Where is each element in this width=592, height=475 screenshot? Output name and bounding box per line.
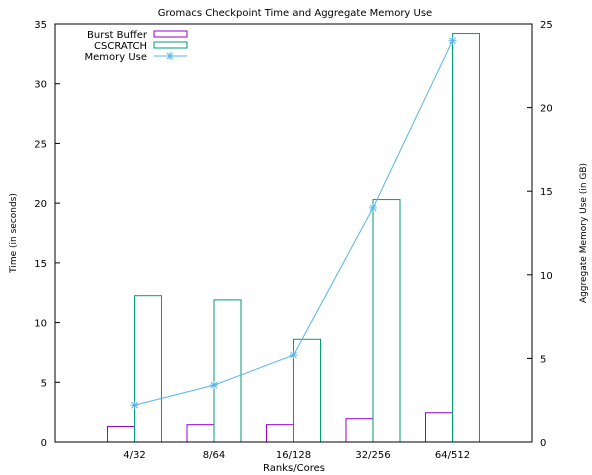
marker-stroke [290,351,297,359]
x-tick-label: 32/256 [355,450,390,461]
memory-use-point [369,203,377,212]
y-tick-label: 10 [34,319,47,330]
cscratch-bar [372,199,401,443]
marker-stroke [166,52,174,60]
y2-tick-label: 10 [540,271,553,282]
bars-group [107,33,480,443]
memory-use-point [289,351,298,360]
burst-buffer-bar [345,418,374,443]
burst-buffer-bar [425,412,453,443]
burst-buffer-bar [266,424,294,443]
x-tick-label: 4/32 [123,450,145,461]
memory-use-point [448,36,457,45]
marker-stroke [369,204,377,212]
y-tick-label: 15 [34,259,47,270]
y-tick-label: 30 [34,80,47,91]
cscratch-bar [213,299,242,443]
marker-stroke [449,37,456,45]
cscratch-bar [134,295,162,443]
legend-marker [166,52,174,60]
y-tick-label: 5 [41,378,47,389]
cscratch-bar [293,338,321,443]
y-tick-label: 35 [34,20,47,31]
x-tick-label: 64/512 [435,450,470,461]
y-tick-labels: 0 5 10 15 20 25 30 35 [34,20,47,449]
cscratch-bar [452,33,480,443]
chart-title: Gromacs Checkpoint Time and Aggregate Me… [158,8,432,19]
y2-tick-label: 25 [540,20,553,31]
legend-swatch [153,41,188,49]
y2-tick-label: 20 [540,104,553,115]
x-axis-label: Ranks/Cores [263,463,325,474]
burst-buffer-bar [107,425,135,443]
legend-swatch [153,30,188,38]
plot-frame [54,23,533,443]
y-axis-label: Time (in seconds) [9,193,19,274]
legend-label: Memory Use [84,52,147,63]
legend-label: CSCRATCH [94,41,147,52]
y2-axis-label: Aggregate Memory Use (in GB) [579,163,589,303]
marker-stroke [210,381,218,389]
y2-tick-label: 0 [540,438,546,449]
x-tick-label: 8/64 [203,450,225,461]
memory-use-point [130,401,139,410]
y-tick-label: 20 [34,199,47,210]
burst-buffer-bar [186,424,215,443]
legend-label: Burst Buffer [87,30,148,41]
y-tick-label: 0 [41,438,47,449]
y-tick-label: 25 [34,139,47,150]
y2-tick-labels: 0 5 10 15 20 25 [540,20,553,449]
y2-tick-label: 15 [540,187,553,198]
memory-use-point [210,381,218,390]
y2-tick-label: 5 [540,354,546,365]
marker-stroke [131,401,138,409]
memory-line-group [130,36,457,410]
x-tick-label: 16/128 [276,450,311,461]
x-tick-labels: 4/32 8/64 16/128 32/256 64/512 [123,450,470,461]
